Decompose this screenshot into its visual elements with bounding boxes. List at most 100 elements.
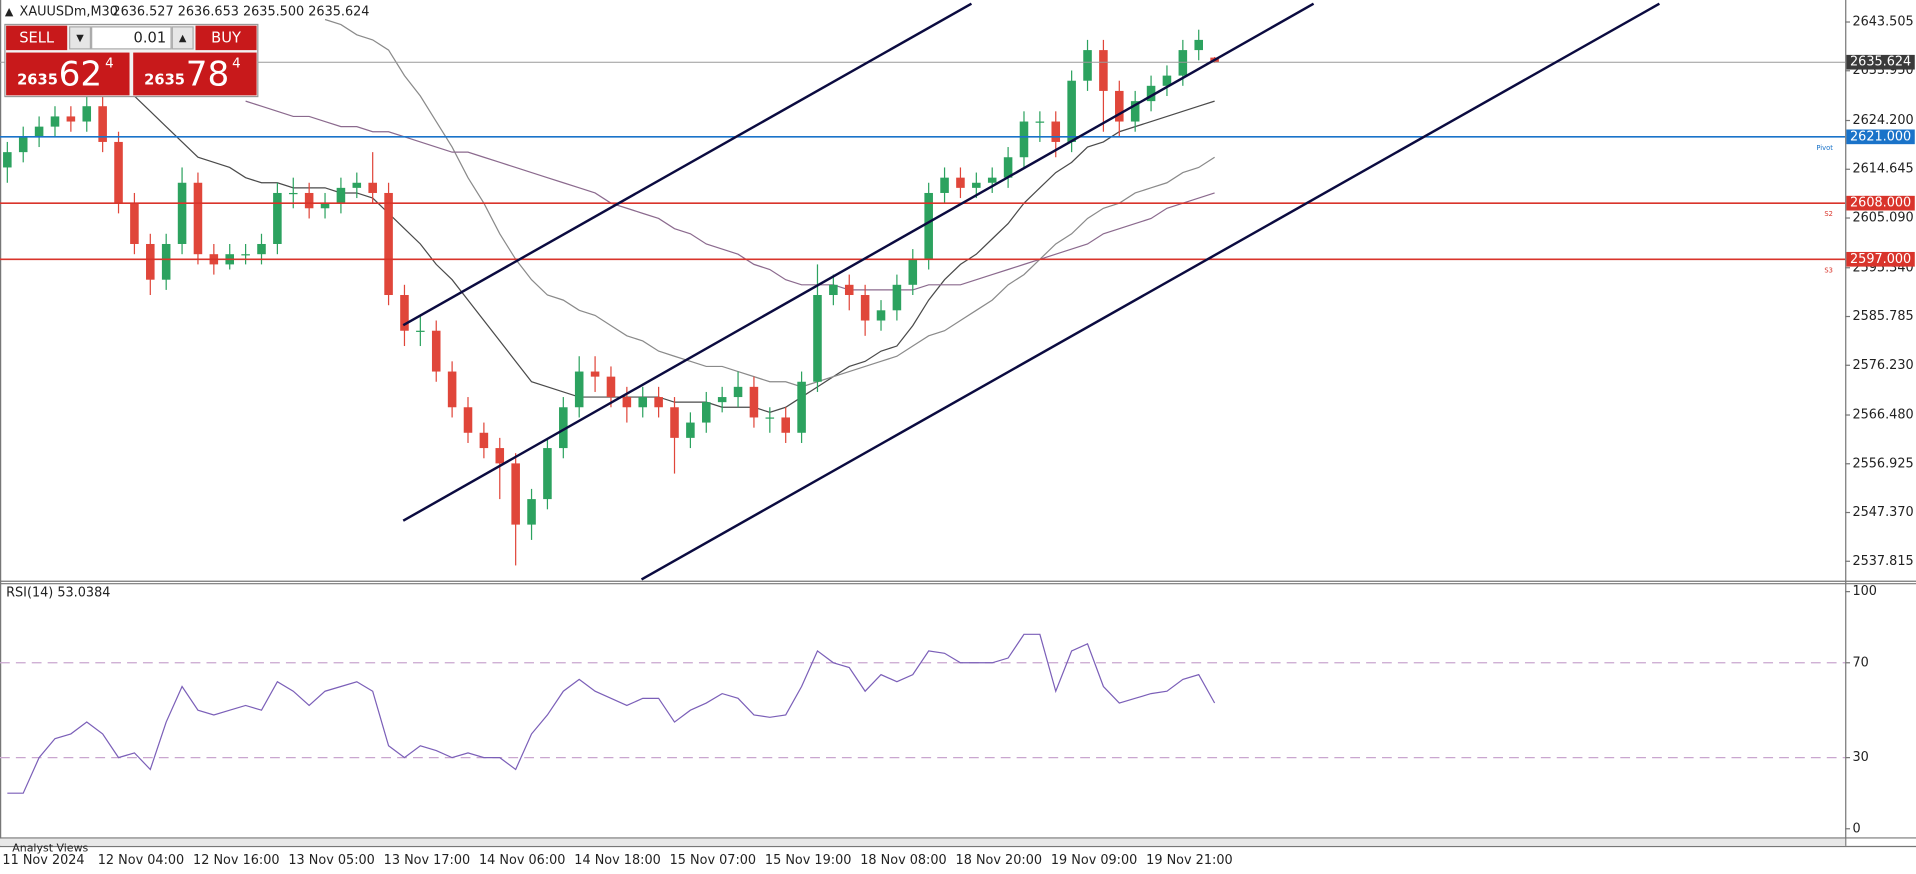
tab-strip: [0, 838, 1846, 846]
y-tick-label: 2585.785: [1852, 309, 1913, 324]
candle-body: [844, 284, 854, 296]
candle-body: [336, 187, 346, 204]
candle-body: [241, 254, 250, 256]
candle-body: [686, 422, 695, 438]
candle-body: [765, 417, 775, 419]
ohlc: 2636.527 2636.653 2635.500 2635.624: [112, 5, 369, 20]
trend-line: [402, 2, 1315, 522]
candle-body: [860, 295, 870, 321]
arrow-up: ▲: [179, 33, 187, 44]
x-tick-label: 13 Nov 17:00: [384, 853, 470, 868]
candle-body: [987, 177, 997, 183]
x-tick-label: 15 Nov 07:00: [670, 853, 756, 868]
candle-body: [749, 386, 759, 418]
candle-body: [956, 177, 965, 188]
y-tick-label: 2576.230: [1852, 358, 1913, 373]
candle-body: [1162, 75, 1172, 86]
candle-body: [574, 371, 584, 408]
y-tick-label: 70: [1852, 655, 1868, 670]
y-tick-label: 2547.370: [1852, 505, 1913, 520]
x-tick-label: 19 Nov 21:00: [1146, 853, 1232, 868]
candle-body: [511, 463, 520, 525]
candle-body: [82, 106, 92, 122]
candle-body: [781, 417, 790, 433]
candle-body: [177, 182, 187, 244]
candle-body: [813, 295, 822, 382]
candle-body: [98, 106, 107, 142]
candle-body: [892, 284, 902, 311]
candle-body: [66, 116, 76, 122]
buy-button[interactable]: [195, 25, 257, 51]
ask-box[interactable]: [133, 52, 257, 96]
sell-button[interactable]: [6, 25, 68, 51]
candle-body: [368, 182, 377, 193]
candle-body: [702, 402, 711, 423]
candle-body: [1035, 121, 1045, 123]
candle-body: [114, 141, 123, 204]
candle-body: [1146, 85, 1156, 102]
candle-body: [622, 397, 632, 408]
candle-body: [1115, 90, 1124, 122]
trade-panel: SELL ▼ 0.01 ▲ BUY 2635 62 4 2635 78 4: [4, 23, 259, 98]
axes: 2537.815 2547.370 2556.925 2566.480 2576.230…: [2, 15, 1915, 868]
candle-body: [273, 192, 282, 244]
bid-small: 4: [105, 57, 114, 72]
y-tick-label: 0: [1852, 821, 1860, 836]
arrow-down: ▼: [76, 33, 84, 44]
analyst-tab[interactable]: Analyst Views: [12, 841, 88, 854]
candle-body: [431, 330, 441, 372]
candle-body: [733, 386, 743, 398]
candle-body: [590, 371, 600, 377]
collapse-icon[interactable]: ▲: [5, 5, 14, 18]
candle-body: [463, 407, 473, 433]
candle-body: [1067, 80, 1076, 142]
candle-body: [638, 397, 648, 408]
y-tick-label: 30: [1852, 750, 1868, 765]
frame: [0, 0, 1916, 848]
candle-body: [670, 407, 679, 438]
level-label: 2608.000: [1850, 196, 1911, 211]
y-tick-label: 2556.925: [1852, 456, 1913, 471]
candle-body: [1178, 50, 1188, 76]
candle-body: [559, 407, 568, 449]
candle-body: [400, 295, 409, 331]
candle-body: [479, 432, 489, 449]
candle-body: [1130, 101, 1140, 122]
y-tick-label: 2566.480: [1852, 408, 1913, 423]
candle-body: [130, 203, 139, 244]
trend-line: [640, 2, 1660, 581]
bid-box[interactable]: [6, 52, 130, 96]
x-tick-label: 11 Nov 2024: [2, 853, 84, 868]
rsi-line: [7, 633, 1216, 794]
x-tick-label: 18 Nov 08:00: [860, 853, 946, 868]
volume-up[interactable]: [171, 26, 194, 50]
y-tick-label: 2614.645: [1852, 162, 1913, 177]
sell-label: SELL: [19, 30, 55, 47]
candle-body: [1003, 157, 1013, 178]
candle-body: [1083, 50, 1092, 81]
candle-body: [876, 310, 886, 321]
candle-body: [3, 152, 12, 168]
candle-body: [972, 182, 981, 188]
candle-body: [829, 284, 838, 296]
x-tick-label: 14 Nov 18:00: [574, 853, 660, 868]
volume-field[interactable]: [91, 26, 172, 50]
level-label: 2635.624: [1850, 55, 1911, 70]
candle-body: [654, 397, 663, 408]
moving-average: [245, 100, 1215, 291]
trend-channel: [402, 2, 1660, 581]
candle-body: [352, 182, 362, 188]
level-tag: Pivot: [1816, 144, 1833, 152]
level-label-box: [1846, 129, 1915, 145]
level-label: 2597.000: [1850, 252, 1911, 267]
candle-body: [940, 177, 949, 193]
volume-down[interactable]: [69, 26, 92, 50]
candle-body: [1194, 39, 1203, 51]
level-label-box: [1846, 54, 1915, 70]
y-tick-label: 100: [1852, 584, 1876, 599]
candle-body: [146, 243, 155, 280]
candle-body: [384, 192, 393, 296]
level-label-box: [1846, 251, 1915, 267]
